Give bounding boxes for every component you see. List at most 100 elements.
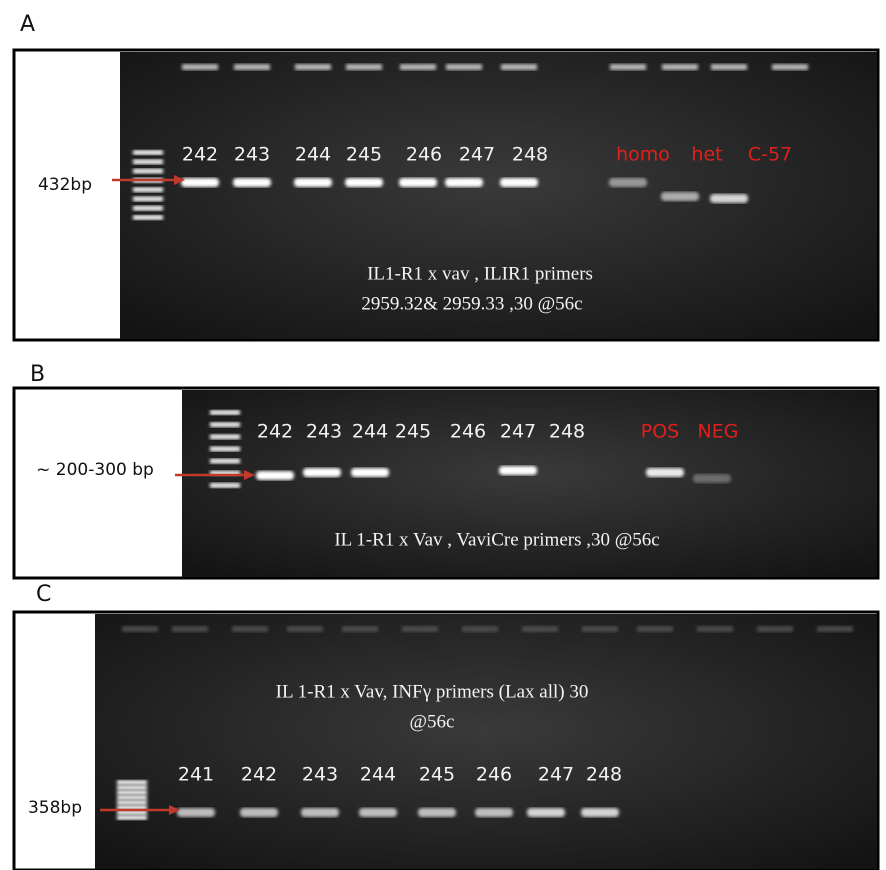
dna-band [581, 808, 619, 817]
ladder-band [117, 785, 147, 790]
ladder-band [117, 790, 147, 795]
ladder-band [133, 196, 163, 201]
ladder-band [210, 422, 240, 427]
well [122, 626, 158, 632]
size-label: ~ 200-300 bp [36, 460, 154, 480]
control-label: het [691, 144, 722, 166]
dna-band [399, 178, 437, 187]
caption: IL 1-R1 x Vav , VaviCre primers ,30 @56c [334, 529, 659, 550]
well [582, 626, 618, 632]
ladder-band [210, 434, 240, 439]
dna-band [693, 474, 731, 483]
well [172, 626, 208, 632]
dna-band [527, 808, 565, 817]
lane-label: 245 [395, 421, 431, 443]
lane-label: 241 [178, 764, 214, 786]
well [342, 626, 378, 632]
lane-label: 242 [257, 421, 293, 443]
dna-band [499, 466, 537, 475]
control-label: NEG [698, 421, 739, 443]
well [817, 626, 853, 632]
lane-label: 244 [352, 421, 388, 443]
well [400, 64, 436, 70]
lane-label: 244 [295, 144, 331, 166]
dna-band [646, 468, 684, 477]
well [402, 626, 438, 632]
size-label: 358bp [28, 798, 82, 818]
dna-band [661, 192, 699, 201]
dna-band [418, 808, 456, 817]
lane-label: 247 [500, 421, 536, 443]
lane-label: 247 [459, 144, 495, 166]
control-label: homo [616, 144, 670, 166]
dna-band [609, 178, 647, 187]
well [446, 64, 482, 70]
well [662, 64, 698, 70]
well [637, 626, 673, 632]
size-label: 432bp [38, 175, 92, 195]
well [772, 64, 808, 70]
ladder-band [117, 815, 147, 820]
dna-band [301, 808, 339, 817]
lane-label: 246 [406, 144, 442, 166]
well [462, 626, 498, 632]
lane-label: 248 [586, 764, 622, 786]
well [232, 626, 268, 632]
well [501, 64, 537, 70]
control-label: C-57 [748, 144, 792, 166]
ladder-band [133, 187, 163, 192]
caption: IL1-R1 x vav , ILIR1 primers [367, 263, 593, 284]
lane-label: 243 [302, 764, 338, 786]
caption: 2959.32& 2959.33 ,30 @56c [361, 293, 582, 314]
ladder-band [133, 159, 163, 164]
ladder-band [210, 446, 240, 451]
well [295, 64, 331, 70]
control-label: POS [641, 421, 679, 443]
well [610, 64, 646, 70]
dna-band [710, 194, 748, 203]
ladder-band [133, 215, 163, 220]
ladder-band [210, 483, 240, 488]
lane-label: 245 [419, 764, 455, 786]
panel-letter: A [20, 12, 35, 37]
ladder-band [117, 795, 147, 800]
well [346, 64, 382, 70]
dna-band [500, 178, 538, 187]
well [697, 626, 733, 632]
well [757, 626, 793, 632]
gel-image [95, 614, 877, 869]
ladder-band [117, 780, 147, 785]
dna-band [445, 178, 483, 187]
lane-label: 242 [182, 144, 218, 166]
dna-band [303, 468, 341, 477]
lane-label: 246 [476, 764, 512, 786]
dna-band [177, 808, 215, 817]
dna-band [351, 468, 389, 477]
dna-band [345, 178, 383, 187]
lane-label: 243 [234, 144, 270, 166]
well [182, 64, 218, 70]
ladder-band [210, 410, 240, 415]
ladder-band [210, 459, 240, 464]
well [234, 64, 270, 70]
dna-band [359, 808, 397, 817]
lane-label: 248 [512, 144, 548, 166]
well [287, 626, 323, 632]
panel-letter: B [30, 362, 45, 387]
ladder-band [117, 800, 147, 805]
dna-band [256, 471, 294, 480]
panel-letter: C [36, 582, 51, 607]
well [522, 626, 558, 632]
dna-band [475, 808, 513, 817]
lane-label: 247 [538, 764, 574, 786]
well [711, 64, 747, 70]
caption: IL 1-R1 x Vav, INFγ primers (Lax all) 30 [276, 681, 589, 702]
figure: A 432bp 242 243 244 245 246 247 248 homohet C-57 IL… [0, 0, 886, 870]
caption: @56c [410, 711, 455, 732]
dna-band [181, 178, 219, 187]
dna-band [233, 178, 271, 187]
lane-label: 248 [549, 421, 585, 443]
